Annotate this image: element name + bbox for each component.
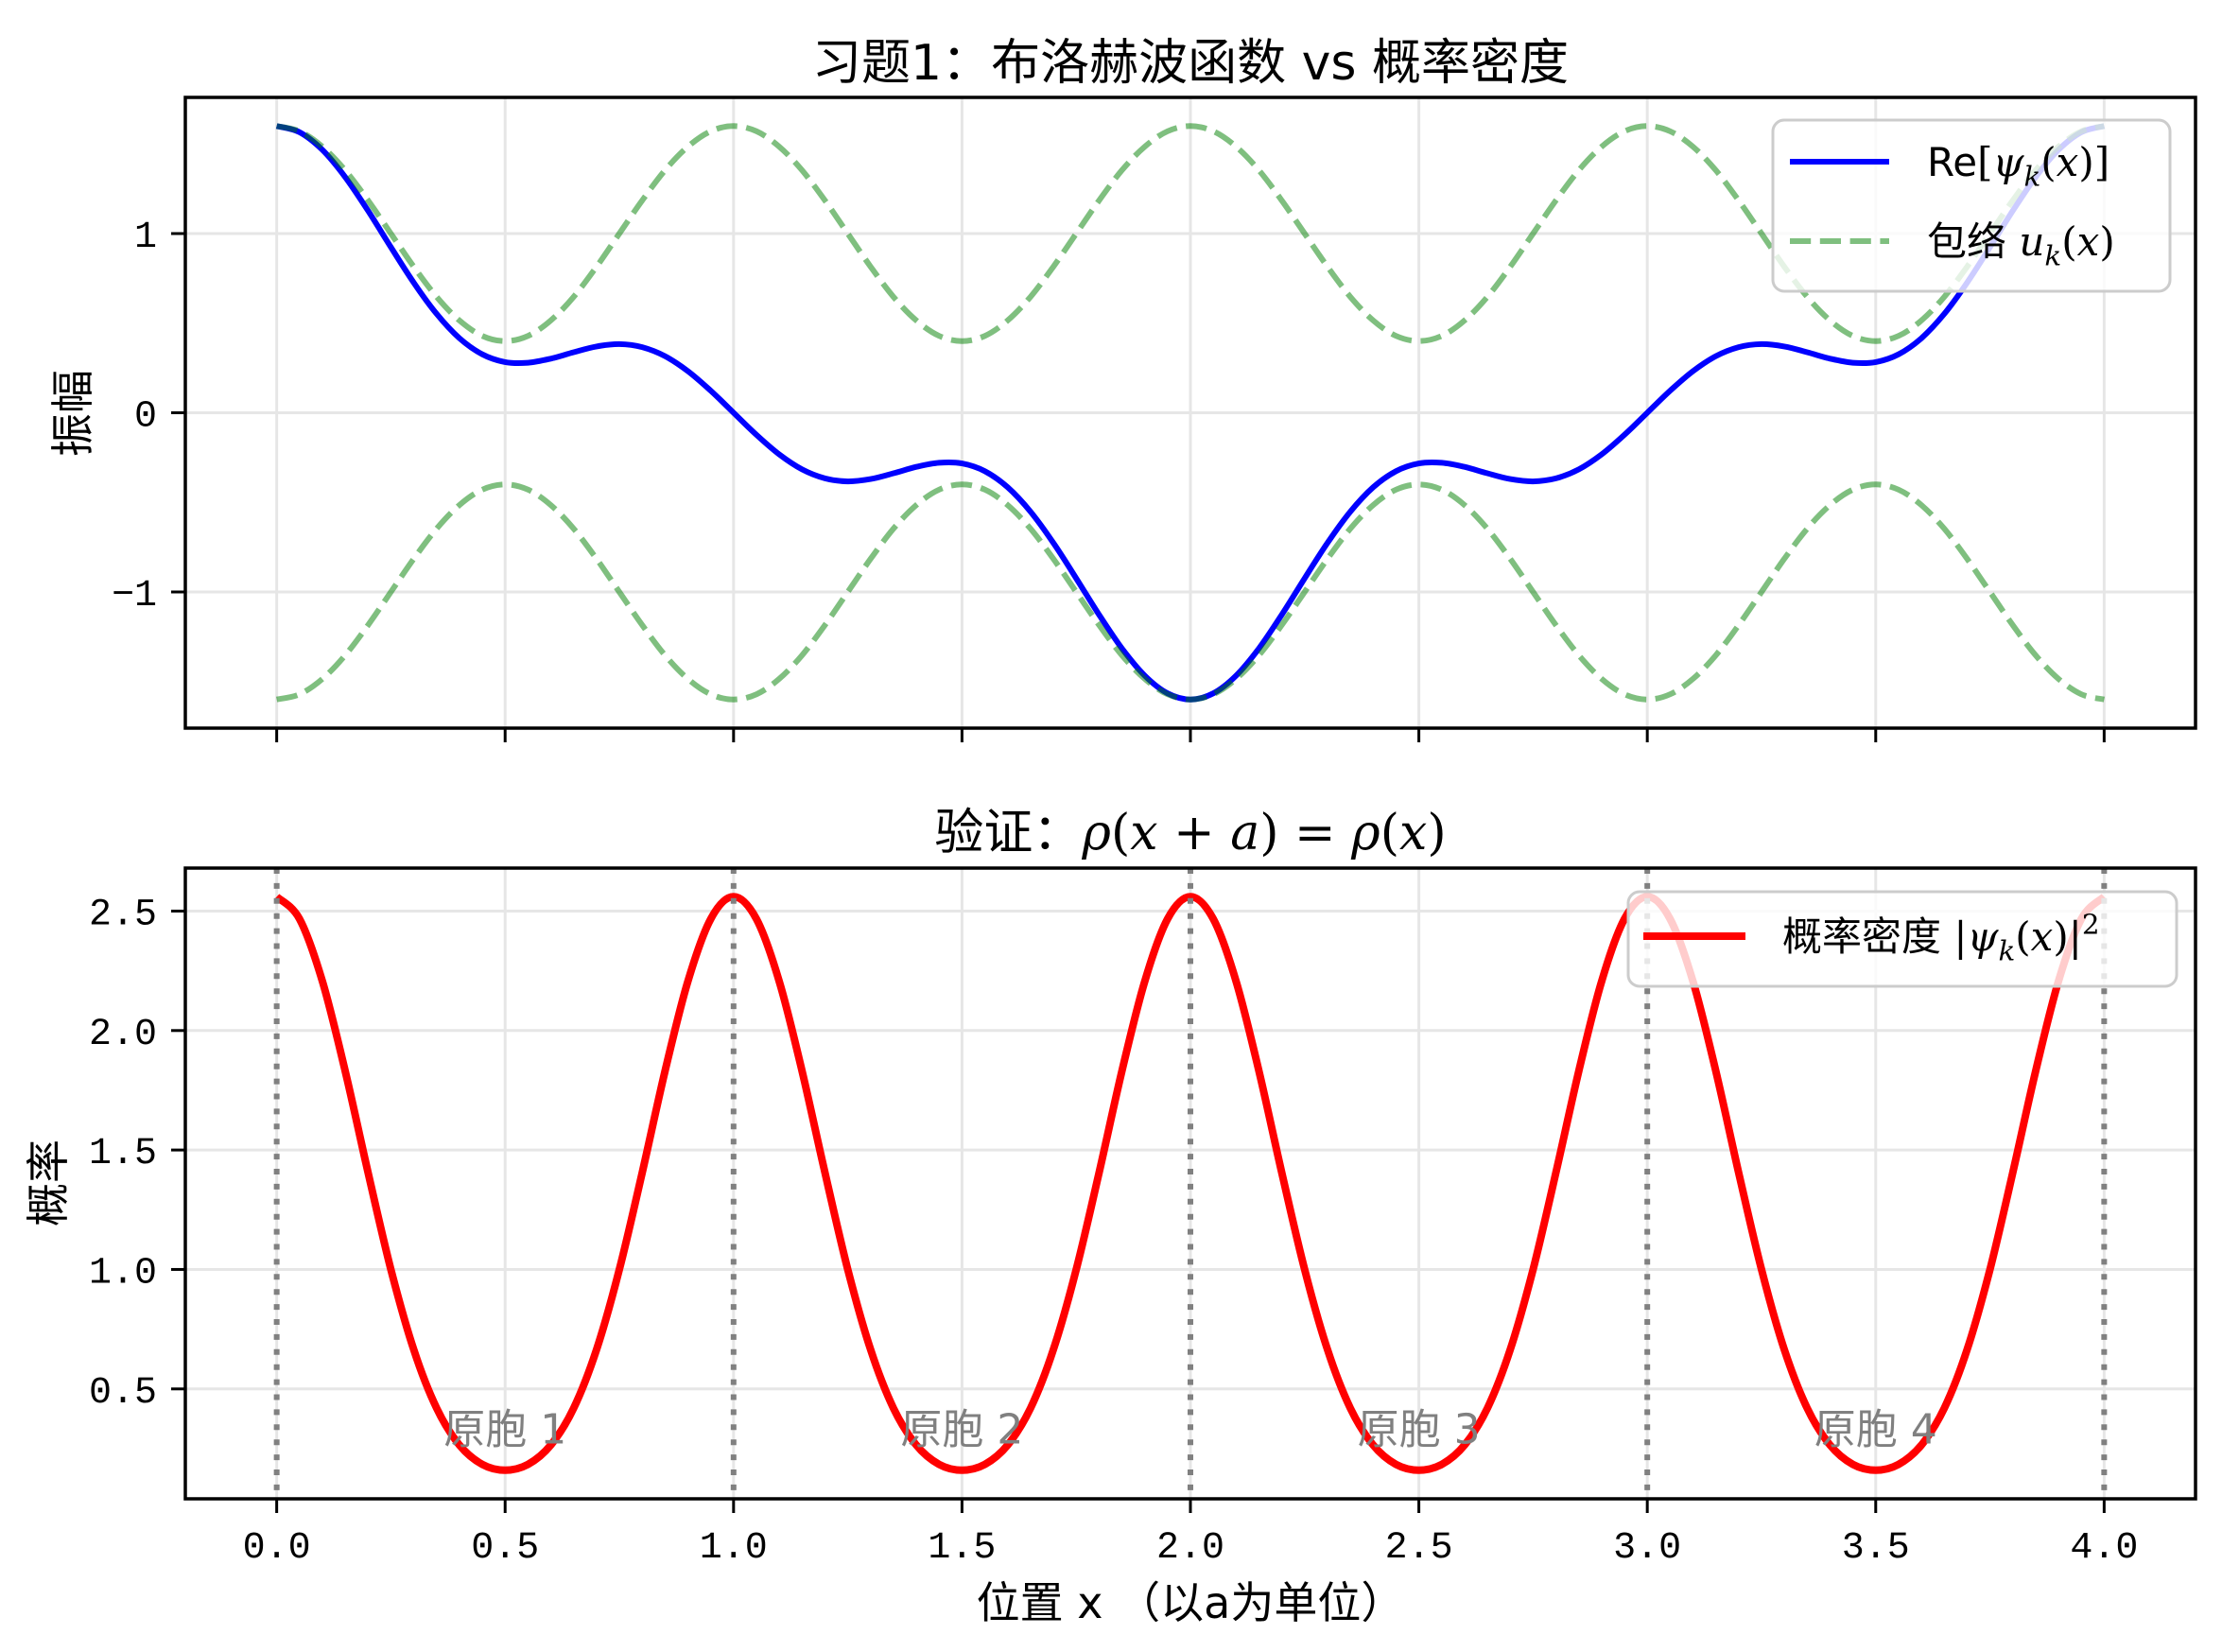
text-segment: ψ xyxy=(1968,913,2000,960)
legend-frame xyxy=(1626,890,2179,988)
text-segment: ρ xyxy=(1350,805,1380,861)
text-segment: ( xyxy=(2040,139,2056,185)
text-segment: 包络 xyxy=(1927,218,2019,265)
bottom-legend: 概率密度 |ψk(x)|2 xyxy=(1626,890,2179,988)
y-tick-label: 1 xyxy=(134,217,157,259)
x-tick-label: 0.0 xyxy=(243,1527,311,1570)
x-tick-label: 2.0 xyxy=(1156,1527,1224,1570)
text-segment: ( xyxy=(1380,805,1399,861)
text-segment: k xyxy=(2023,161,2040,193)
legend-entry-density: 概率密度 |ψk(x)|2 xyxy=(1643,908,2100,967)
text-segment: k xyxy=(1998,935,2015,967)
series-group xyxy=(273,893,2108,1474)
bottom-axes: 原胞 1 原胞 2 原胞 3 原胞 4 0.0 0.5 1.0 1.5 2.0 2.5 3.0 3.5… xyxy=(89,866,2197,1570)
text-segment: + xyxy=(1158,805,1231,861)
x-tick-label: 1.0 xyxy=(700,1527,768,1570)
x-tick-label: 0.5 xyxy=(471,1527,539,1570)
envelope_lower-line xyxy=(275,481,2106,703)
text-segment: Re xyxy=(1927,139,1977,185)
text-segment: ψ xyxy=(1993,139,2025,185)
y-tick-label: 2.5 xyxy=(89,894,157,936)
text-segment: 2 xyxy=(2082,908,2100,940)
cell-label: 原胞 2 xyxy=(900,1405,1023,1453)
text-segment: ( xyxy=(2061,218,2076,265)
text-segment: 验证： xyxy=(934,805,1082,861)
text-segment: ρ xyxy=(1081,805,1111,861)
y-tick-label: 2.0 xyxy=(89,1014,157,1056)
cell-label: 原胞 1 xyxy=(443,1405,566,1453)
legend-entry-re_psi: Re[ψk(x)] xyxy=(1790,139,2109,193)
top-chart-title: 习题1：布洛赫波函数 vs 概率密度 xyxy=(812,35,1569,92)
text-segment: )] xyxy=(2078,139,2109,185)
text-segment: 概率密度 xyxy=(1782,913,1953,960)
text-segment: x xyxy=(2031,913,2054,960)
density-line xyxy=(273,893,2108,1474)
x-axis-ticks xyxy=(275,728,2106,742)
bottom-chart-title: 验证：ρ(x + a) = ρ(x) xyxy=(934,805,1446,861)
top-legend: Re[ψk(x)]包络 uk(x) xyxy=(1771,118,2172,293)
x-tick-label: 3.0 xyxy=(1613,1527,1681,1570)
x-tick-label: 4.0 xyxy=(2070,1527,2138,1570)
text-segment: x xyxy=(1399,805,1427,861)
x-axis-label: 位置 x （以a为单位） xyxy=(977,1577,1405,1628)
text-segment: a xyxy=(1230,805,1259,861)
text-segment: x xyxy=(1130,805,1157,861)
y-tick-label: 0 xyxy=(134,396,157,439)
text-segment: x xyxy=(2077,218,2100,265)
text-segment: ) = xyxy=(1259,805,1351,861)
text-segment: u xyxy=(2019,218,2044,265)
text-segment: k xyxy=(2044,240,2061,272)
legend-label: 包络 uk(x) xyxy=(1927,218,2115,272)
text-segment: ) xyxy=(1427,805,1446,861)
text-segment: [ xyxy=(1977,139,1992,185)
y-tick-label: 1.0 xyxy=(89,1252,157,1295)
bottom-y-axis-label: 概率 xyxy=(23,1139,74,1226)
text-segment: ( xyxy=(2015,913,2030,960)
x-tick-label: 2.5 xyxy=(1385,1527,1453,1570)
x-axis-ticks: 0.0 0.5 1.0 1.5 2.0 2.5 3.0 3.5 4.0 xyxy=(243,1499,2138,1570)
cell-annotations: 原胞 1 原胞 2 原胞 3 原胞 4 xyxy=(443,1405,1937,1453)
y-tick-label: 0.5 xyxy=(89,1372,157,1415)
x-tick-label: 3.5 xyxy=(1842,1527,1910,1570)
text-segment: ) xyxy=(2099,218,2114,265)
y-axis-ticks: 0.5 1.0 1.5 2.0 2.5 xyxy=(89,894,185,1415)
legend-label: Re[ψk(x)] xyxy=(1927,139,2109,193)
y-tick-label: 1.5 xyxy=(89,1133,157,1175)
legend-entry-envelope_upper: 包络 uk(x) xyxy=(1790,218,2115,272)
cell-label: 原胞 4 xyxy=(1814,1405,1937,1453)
x-tick-label: 1.5 xyxy=(928,1527,996,1570)
legend-label: 概率密度 |ψk(x)|2 xyxy=(1782,908,2100,966)
top-y-axis-label: 振幅 xyxy=(47,370,98,457)
text-segment: | xyxy=(1953,913,1967,960)
text-segment: ( xyxy=(1111,805,1130,861)
y-tick-label: −1 xyxy=(112,575,157,617)
cell-label: 原胞 3 xyxy=(1358,1405,1481,1453)
y-axis-ticks: −1 0 1 xyxy=(112,217,185,617)
text-segment: x xyxy=(2057,139,2079,185)
text-segment: )| xyxy=(2053,913,2082,960)
